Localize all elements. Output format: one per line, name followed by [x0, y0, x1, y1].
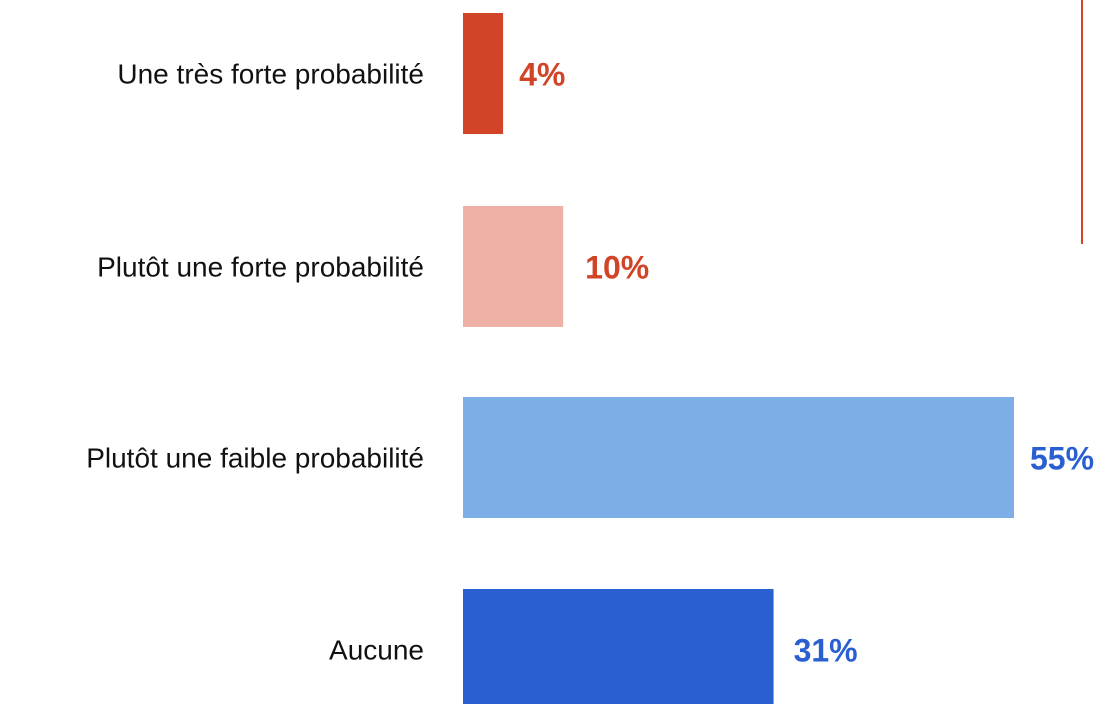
bar-group: Plutôt une faible probabilité 55% — [86, 397, 1094, 518]
value-label: 10% — [585, 250, 649, 286]
value-label: 31% — [794, 633, 858, 669]
bar — [463, 13, 504, 134]
value-label: 4% — [519, 57, 565, 93]
category-label: Aucune — [329, 635, 424, 666]
bar-group: Aucune 31% — [329, 589, 858, 704]
bar-group: Une très forte probabilité 4% — [117, 13, 565, 134]
category-label: Plutôt une forte probabilité — [97, 252, 424, 283]
bar — [463, 206, 564, 327]
bars-layer: Une très forte probabilité 4% Plutôt une f… — [86, 13, 1094, 704]
bar — [463, 589, 774, 704]
category-label: Plutôt une faible probabilité — [86, 443, 424, 474]
value-label: 55% — [1030, 441, 1094, 477]
bar — [463, 397, 1014, 518]
bar-group: Plutôt une forte probabilité 10% — [97, 206, 649, 327]
category-label: Une très forte probabilité — [117, 59, 424, 90]
